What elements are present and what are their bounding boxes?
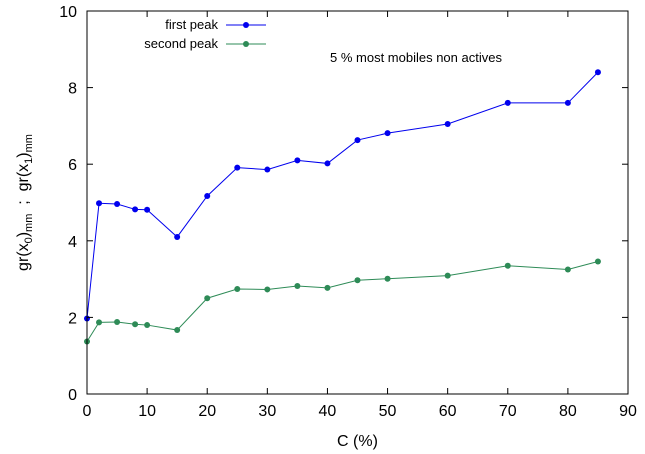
series-1-point-14 (504, 99, 511, 106)
y-label-part-b: ) (15, 232, 32, 237)
legend-label-1: first peak (165, 17, 218, 32)
x-tick-label-10: 10 (138, 403, 156, 420)
series-line-2 (86, 260, 599, 342)
chart-annotation: 5 % most mobiles non actives (330, 50, 502, 65)
x-tick-label-70: 70 (499, 403, 517, 420)
legend-marker-1 (243, 22, 249, 28)
series-1-point-3 (132, 206, 139, 213)
series-2-point-3 (132, 321, 139, 328)
y-label-part-c: gr(x (15, 164, 32, 192)
series-2-point-12 (384, 275, 391, 282)
x-tick-label-50: 50 (379, 403, 397, 420)
series-1-point-12 (384, 130, 391, 137)
series-2-point-8 (264, 286, 271, 293)
axis-ticks: 0 10 20 30 40 50 60 70 80 90 0 2 4 6 8 10 (59, 4, 637, 420)
y-tick-label-2: 2 (68, 310, 77, 327)
x-tick-label-0: 0 (83, 403, 92, 420)
series-2-point-11 (354, 277, 361, 284)
y-tick-label-4: 4 (68, 234, 77, 251)
series-2-point-13 (444, 272, 451, 279)
y-axis-label: gr(x0)mm ; gr(x1)mm (15, 134, 35, 271)
series-1-point-5 (174, 233, 181, 240)
legend: first peak second peak (144, 17, 266, 51)
series-2-point-6 (204, 295, 211, 302)
x-axis-label: C (%) (337, 433, 378, 450)
y-tick-label-8: 8 (68, 81, 77, 98)
series-2-point-5 (174, 327, 181, 334)
x-tick-label-30: 30 (258, 403, 276, 420)
series-1-point-10 (324, 160, 331, 167)
series-2-point-10 (324, 284, 331, 291)
plot-frame (86, 10, 629, 395)
y-tick-label-6: 6 (68, 157, 77, 174)
series-1-point-2 (114, 201, 121, 208)
series-1-point-11 (354, 137, 361, 144)
series-2-point-4 (144, 322, 151, 329)
series-1-point-7 (234, 164, 241, 171)
series-1-point-16 (594, 69, 601, 76)
series-2-point-7 (234, 286, 241, 293)
y-label-part-d: ) (15, 152, 32, 157)
legend-marker-2 (243, 41, 249, 47)
series-2-point-16 (594, 258, 601, 265)
y-label-sub-mm-0: mm (23, 214, 35, 232)
y-label-sub-mm-1: mm (23, 134, 35, 152)
y-label-sub-1: 1 (23, 158, 35, 164)
y-tick-label-0: 0 (68, 387, 77, 404)
legend-label-2: second peak (144, 36, 218, 51)
y-label-part-a: gr(x (15, 243, 32, 271)
series-2-point-15 (564, 266, 571, 273)
series-1-point-9 (294, 157, 301, 164)
y-label-sub-0: 0 (23, 237, 35, 243)
series-2-point-1 (96, 319, 103, 326)
series-1-point-1 (96, 200, 103, 207)
x-tick-label-40: 40 (319, 403, 337, 420)
y-tick-label-10: 10 (59, 4, 77, 21)
x-tick-label-60: 60 (439, 403, 457, 420)
series-line-1 (86, 71, 599, 319)
series-1-point-13 (444, 120, 451, 127)
x-tick-label-80: 80 (559, 403, 577, 420)
series-1-point-6 (204, 192, 211, 199)
x-tick-label-90: 90 (619, 403, 637, 420)
series-1-point-8 (264, 166, 271, 173)
y-label-separator: ; (15, 191, 32, 213)
series-1-point-15 (564, 99, 571, 106)
plot-marks (84, 69, 601, 345)
series-1-point-4 (144, 206, 151, 213)
series-2-point-2 (114, 318, 121, 325)
series-2-point-9 (294, 282, 301, 289)
series-2-point-14 (504, 262, 511, 269)
x-tick-label-20: 20 (198, 403, 216, 420)
